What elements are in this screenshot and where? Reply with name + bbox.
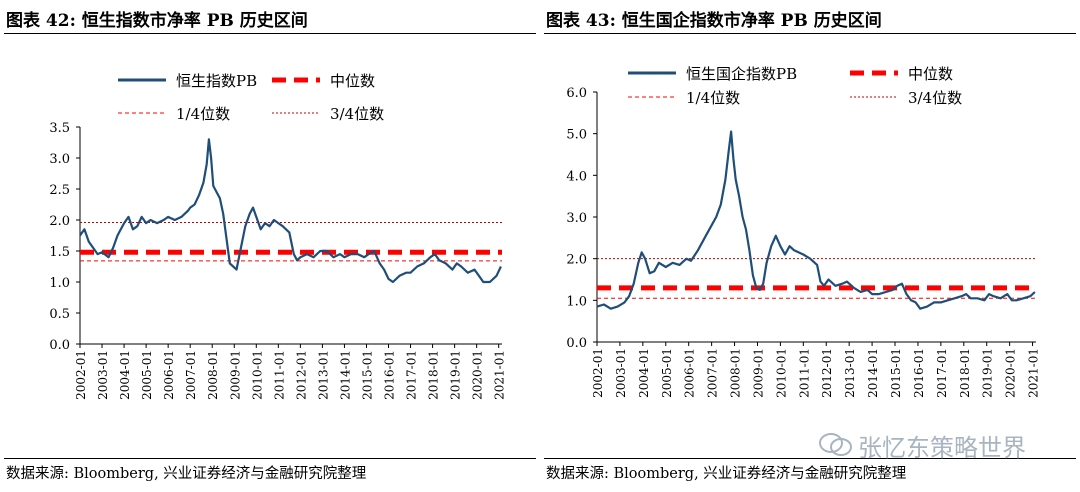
- wechat-icon: [819, 433, 852, 456]
- x-tick-label: 2005-01: [140, 350, 154, 400]
- x-tick-label: 2017-01: [405, 350, 419, 400]
- x-tick-label: 2013-01: [316, 350, 330, 400]
- x-tick-label: 2007-01: [706, 348, 720, 398]
- x-tick-label: 2018-01: [958, 348, 972, 398]
- legend-label: 1/4位数: [686, 89, 740, 107]
- y-tick-label: 0.0: [49, 338, 70, 353]
- x-tick-label: 2016-01: [912, 348, 926, 398]
- x-tick-label: 2017-01: [935, 348, 949, 398]
- x-tick-label: 2014-01: [866, 348, 880, 398]
- x-tick-label: 2019-01: [449, 350, 463, 400]
- chart-panel-right: 图表 43: 恒生国企指数市净率 PB 历史区间 0.0 1.0 2.0 3.0 4.0…: [540, 0, 1080, 492]
- x-tick-label: 2005-01: [660, 348, 674, 398]
- x-tick-label: 2021-01: [1027, 348, 1041, 398]
- figure-title: 图表 42: 恒生指数市净率 PB 历史区间: [6, 11, 308, 31]
- x-tick-label: 2008-01: [729, 348, 743, 398]
- legend-label: 中位数: [908, 65, 953, 83]
- x-tick-label: 2008-01: [206, 350, 220, 400]
- y-tick-label: 6.0: [566, 86, 587, 101]
- title-rule: [544, 33, 1076, 34]
- legend-label: 恒生指数PB: [176, 72, 257, 90]
- y-tick-label: 3.0: [49, 152, 70, 167]
- y-tick-label: 2.0: [49, 214, 70, 229]
- x-tick-label: 2010-01: [250, 350, 264, 400]
- source-rule: [544, 458, 1076, 459]
- source-rule: [4, 458, 536, 459]
- x-tick-label: 2011-01: [272, 350, 286, 400]
- y-tick-label: 2.5: [49, 183, 70, 198]
- x-tick-label: 2021-01: [493, 350, 507, 400]
- y-tick-label: 0.5: [49, 307, 70, 322]
- x-tick-label: 2018-01: [427, 350, 441, 400]
- x-tick-label: 2015-01: [889, 348, 903, 398]
- x-tick-label: 2002-01: [74, 350, 88, 400]
- x-tick-label: 2002-01: [591, 348, 605, 398]
- title-rule: [4, 33, 536, 34]
- source-note: 数据来源: Bloomberg, 兴业证券经济与金融研究院整理: [6, 466, 367, 482]
- y-tick-label: 3.0: [566, 211, 587, 226]
- y-tick-label: 1.0: [566, 294, 587, 309]
- x-tick-label: 2004-01: [637, 348, 651, 398]
- legend-label: 中位数: [330, 72, 375, 90]
- y-tick-label: 2.0: [566, 253, 587, 268]
- x-tick-label: 2016-01: [383, 350, 397, 400]
- pb-chart-hscei: 0.0 1.0 2.0 3.0 4.0 5.0 6.0 2002-01 2003-01 2004-…: [566, 65, 1041, 398]
- x-tick-label: 2009-01: [751, 348, 765, 398]
- x-tick-label: 2010-01: [774, 348, 788, 398]
- series-line: [596, 130, 1036, 310]
- y-tick-label: 1.0: [49, 276, 70, 291]
- x-tick-label: 2014-01: [338, 350, 352, 400]
- chart-panel-left: 图表 42: 恒生指数市净率 PB 历史区间 0.0 0.5 1.0 1.5 2.0 2.…: [4, 11, 536, 482]
- series-line: [79, 138, 502, 284]
- figure-title: 图表 43: 恒生国企指数市净率 PB 历史区间: [546, 11, 882, 31]
- watermark-text: 张忆东策略世界: [858, 434, 1026, 462]
- x-tick-label: 2012-01: [294, 350, 308, 400]
- y-tick-label: 1.5: [49, 245, 70, 260]
- x-tick-label: 2009-01: [228, 350, 242, 400]
- source-note: 数据来源: Bloomberg, 兴业证券经济与金融研究院整理: [546, 466, 907, 482]
- x-tick-label: 2012-01: [820, 348, 834, 398]
- y-tick-label: 3.5: [49, 121, 70, 136]
- x-tick-label: 2020-01: [471, 350, 485, 400]
- legend-label: 1/4位数: [176, 105, 230, 123]
- y-tick-label: 4.0: [566, 169, 587, 184]
- legend-label: 3/4位数: [330, 105, 384, 123]
- legend-label: 恒生国企指数PB: [686, 65, 797, 83]
- x-tick-label: 2020-01: [1004, 348, 1018, 398]
- x-tick-label: 2003-01: [96, 350, 110, 400]
- y-tick-label: 5.0: [566, 128, 587, 143]
- pb-chart-hsi: 0.0 0.5 1.0 1.5 2.0 2.5 3.0 3.5 2002-01 2003-01 20…: [49, 72, 507, 400]
- x-tick-label: 2006-01: [683, 348, 697, 398]
- x-tick-label: 2011-01: [797, 348, 811, 398]
- x-tick-label: 2004-01: [118, 350, 132, 400]
- x-tick-label: 2015-01: [360, 350, 374, 400]
- x-tick-label: 2003-01: [614, 348, 628, 398]
- y-tick-label: 0.0: [566, 336, 587, 351]
- x-tick-label: 2013-01: [843, 348, 857, 398]
- x-tick-label: 2019-01: [981, 348, 995, 398]
- legend-label: 3/4位数: [908, 89, 962, 107]
- x-tick-label: 2007-01: [184, 350, 198, 400]
- x-tick-label: 2006-01: [162, 350, 176, 400]
